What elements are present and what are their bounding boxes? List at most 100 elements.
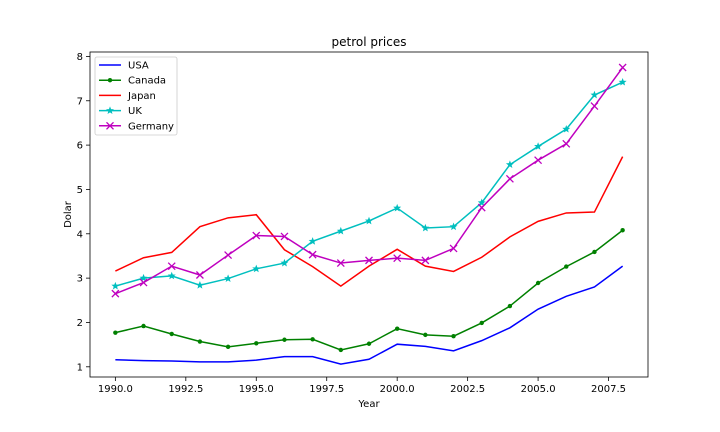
legend-entry: Japan bbox=[99, 91, 156, 102]
data-point bbox=[618, 63, 627, 72]
x-tick-label: 1995.0 bbox=[239, 384, 274, 395]
data-point bbox=[451, 334, 456, 339]
data-point bbox=[507, 303, 513, 309]
data-point bbox=[106, 106, 114, 114]
data-point bbox=[477, 203, 486, 212]
data-point bbox=[141, 323, 146, 329]
legend-label: Germany bbox=[128, 121, 174, 132]
y-tick-label: 2 bbox=[77, 318, 83, 329]
data-point bbox=[107, 78, 113, 83]
data-point bbox=[336, 259, 345, 268]
legend-label: Canada bbox=[128, 76, 166, 87]
data-point bbox=[534, 142, 543, 150]
data-point bbox=[308, 250, 317, 259]
data-point bbox=[254, 341, 259, 346]
data-point bbox=[590, 102, 599, 111]
series-line bbox=[115, 81, 623, 287]
data-point bbox=[252, 231, 261, 240]
y-tick-label: 3 bbox=[77, 274, 83, 285]
data-point bbox=[224, 251, 233, 260]
x-tick-label: 2002.5 bbox=[450, 384, 485, 395]
data-point bbox=[590, 90, 599, 99]
series-line bbox=[115, 265, 624, 365]
data-point bbox=[477, 198, 486, 207]
data-point bbox=[280, 258, 289, 267]
legend-entry: USA bbox=[99, 61, 149, 72]
x-tick-label: 1990.0 bbox=[98, 384, 133, 395]
data-point bbox=[111, 281, 120, 290]
series-japan bbox=[115, 156, 624, 288]
data-point bbox=[365, 216, 373, 225]
chart-title: petrol prices bbox=[332, 35, 407, 49]
data-point bbox=[421, 223, 430, 232]
data-point bbox=[111, 289, 120, 298]
legend-entry: Canada bbox=[99, 76, 166, 87]
legend-entry: UK bbox=[99, 106, 142, 117]
data-point bbox=[113, 330, 118, 335]
data-point bbox=[562, 124, 571, 133]
data-point bbox=[195, 271, 204, 279]
legend: USA Canada Japan UK Germany bbox=[94, 56, 178, 136]
data-point bbox=[139, 273, 148, 282]
data-point bbox=[310, 337, 315, 342]
y-tick-label: 8 bbox=[77, 52, 83, 63]
data-point bbox=[224, 274, 233, 282]
legend-label: USA bbox=[128, 61, 149, 72]
data-point bbox=[195, 281, 204, 289]
legend-entry: Germany bbox=[99, 121, 174, 132]
series-line bbox=[115, 156, 624, 288]
data-point bbox=[505, 174, 514, 183]
data-point bbox=[449, 244, 458, 253]
data-point bbox=[505, 160, 514, 169]
legend-label: Japan bbox=[127, 91, 156, 102]
data-point bbox=[534, 156, 543, 165]
data-point bbox=[365, 256, 373, 265]
data-point bbox=[562, 139, 571, 148]
data-point bbox=[449, 222, 458, 231]
series-usa bbox=[115, 265, 624, 365]
data-point bbox=[393, 254, 402, 263]
y-tick-label: 6 bbox=[77, 141, 83, 152]
data-point bbox=[338, 347, 344, 353]
x-axis: 1990.0 1992.5 1995.0 1997.5 2000.0 2002.5 2005… bbox=[98, 377, 626, 395]
x-axis-label: Year bbox=[357, 399, 380, 410]
data-point bbox=[167, 271, 176, 280]
data-point bbox=[197, 339, 203, 344]
data-point bbox=[280, 232, 289, 241]
series-canada bbox=[113, 228, 625, 353]
y-tick-label: 1 bbox=[77, 362, 83, 373]
data-point bbox=[106, 121, 114, 130]
data-point bbox=[167, 262, 176, 271]
data-point bbox=[535, 280, 541, 286]
data-point bbox=[479, 320, 484, 326]
plot-area bbox=[89, 51, 649, 378]
data-point bbox=[394, 326, 400, 331]
series-uk bbox=[111, 77, 627, 290]
data-point bbox=[282, 337, 287, 342]
y-tick-label: 7 bbox=[77, 96, 83, 107]
data-point bbox=[169, 331, 174, 337]
legend-frame bbox=[94, 56, 178, 136]
series-germany bbox=[111, 63, 627, 298]
data-point bbox=[252, 264, 261, 273]
data-point bbox=[336, 226, 345, 235]
series-line bbox=[115, 229, 624, 351]
x-tick-label: 2005.0 bbox=[521, 384, 556, 395]
data-point bbox=[139, 278, 148, 287]
data-point bbox=[421, 256, 430, 265]
x-tick-label: 2000.0 bbox=[380, 384, 415, 395]
data-point bbox=[618, 77, 627, 86]
data-point bbox=[564, 264, 569, 269]
x-tick-label: 2007.5 bbox=[591, 384, 626, 395]
legend-label: UK bbox=[128, 106, 142, 117]
y-axis-label: Dolar bbox=[63, 200, 74, 228]
x-tick-label: 1992.5 bbox=[168, 384, 203, 395]
y-tick-label: 5 bbox=[77, 185, 83, 196]
series-layer bbox=[111, 63, 627, 365]
data-point bbox=[225, 344, 231, 350]
data-point bbox=[592, 249, 597, 255]
x-tick-label: 1997.5 bbox=[309, 384, 344, 395]
y-axis: 1 2 3 4 5 6 7 8 bbox=[77, 52, 90, 373]
data-point bbox=[393, 203, 402, 212]
